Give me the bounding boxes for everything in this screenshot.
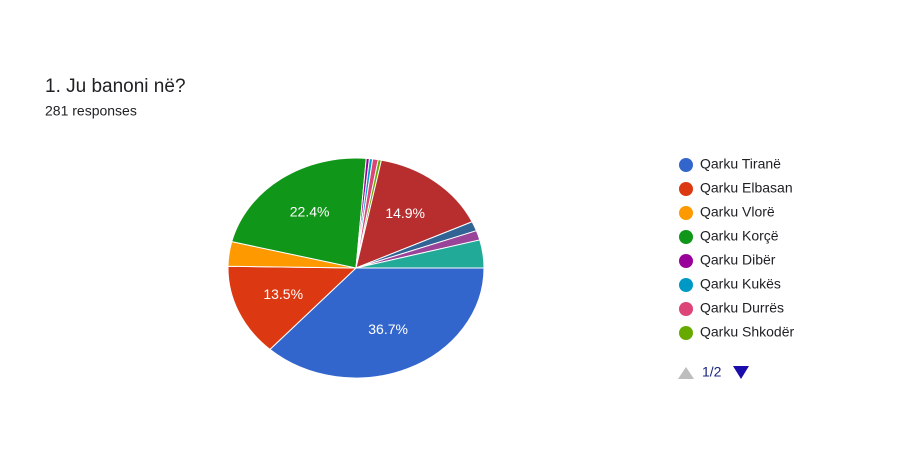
pie-slice xyxy=(227,265,358,351)
page-prev[interactable] xyxy=(678,367,694,379)
pie-slice xyxy=(355,239,485,269)
chart-subtitle: 281 responses xyxy=(45,103,137,119)
legend-marker xyxy=(679,326,693,340)
legend-label: Qarku Tiranë xyxy=(700,156,781,172)
legend-marker xyxy=(679,158,693,172)
slice-label: 14.9% xyxy=(385,205,425,221)
page-next[interactable] xyxy=(733,366,749,379)
legend-marker xyxy=(679,182,693,196)
legend-marker xyxy=(679,230,693,244)
legend-label: Qarku Durrës xyxy=(700,300,784,316)
legend-marker xyxy=(679,302,693,316)
legend-label: Qarku Korçë xyxy=(700,228,779,244)
legend-marker xyxy=(679,206,693,220)
slice-label: 13.5% xyxy=(263,286,303,302)
slice-label: 36.7% xyxy=(368,321,408,337)
legend-label: Qarku Shkodër xyxy=(700,324,794,340)
legend-marker xyxy=(679,278,693,292)
chart-title: 1. Ju banoni në? xyxy=(45,76,186,97)
pie-slice xyxy=(231,157,367,269)
legend-marker xyxy=(679,254,693,268)
slice-label: 22.4% xyxy=(290,203,330,219)
legend-label: Qarku Dibër xyxy=(700,252,776,268)
legend-label: Qarku Vlorë xyxy=(700,204,775,220)
legend-page: 1/2 xyxy=(702,364,722,380)
pie-slice xyxy=(355,159,473,269)
legend-label: Qarku Elbasan xyxy=(700,180,793,196)
legend-label: Qarku Kukës xyxy=(700,276,781,292)
pie-slice xyxy=(269,267,485,379)
